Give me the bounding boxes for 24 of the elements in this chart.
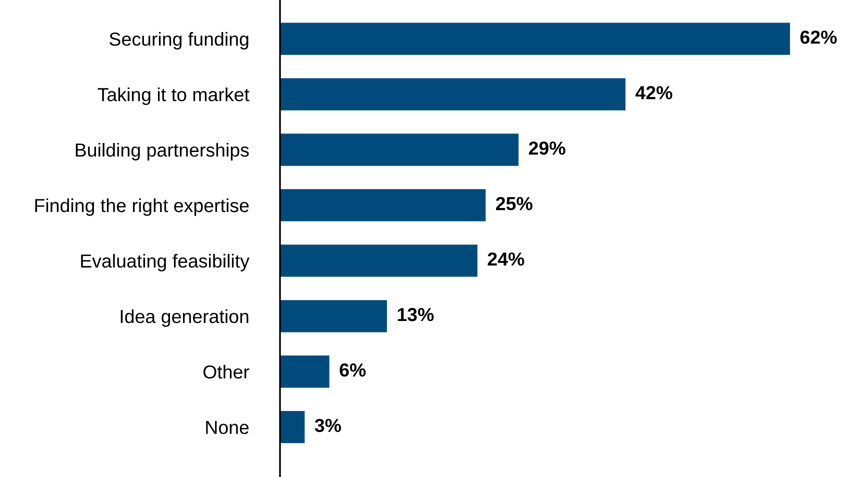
data-label: 42% bbox=[635, 86, 672, 100]
y-tick-label: Idea generation bbox=[120, 309, 248, 327]
data-label: 29% bbox=[528, 142, 566, 155]
data-label: 6% bbox=[340, 363, 366, 377]
bar bbox=[280, 244, 478, 277]
y-tick-label: Securing funding bbox=[110, 32, 248, 50]
y-tick-label: Building partnerships bbox=[76, 142, 249, 160]
bar bbox=[280, 410, 305, 444]
bar bbox=[280, 78, 626, 110]
bar bbox=[280, 300, 387, 332]
y-tick-label: Finding the right expertise bbox=[35, 198, 249, 216]
y-tick-label: Evaluating feasibility bbox=[81, 254, 250, 272]
data-label: 62% bbox=[800, 30, 837, 44]
data-label: 24% bbox=[488, 252, 524, 266]
y-tick-label: Other bbox=[203, 364, 250, 379]
data-label: 13% bbox=[398, 308, 434, 322]
y-tick-label: Taking it to market bbox=[98, 87, 250, 105]
bar bbox=[280, 22, 790, 55]
bar bbox=[280, 189, 486, 222]
bar bbox=[280, 134, 519, 166]
bar bbox=[280, 356, 330, 388]
data-label: 25% bbox=[496, 196, 532, 210]
y-tick-label: None bbox=[206, 420, 249, 434]
data-label: 3% bbox=[314, 418, 342, 432]
